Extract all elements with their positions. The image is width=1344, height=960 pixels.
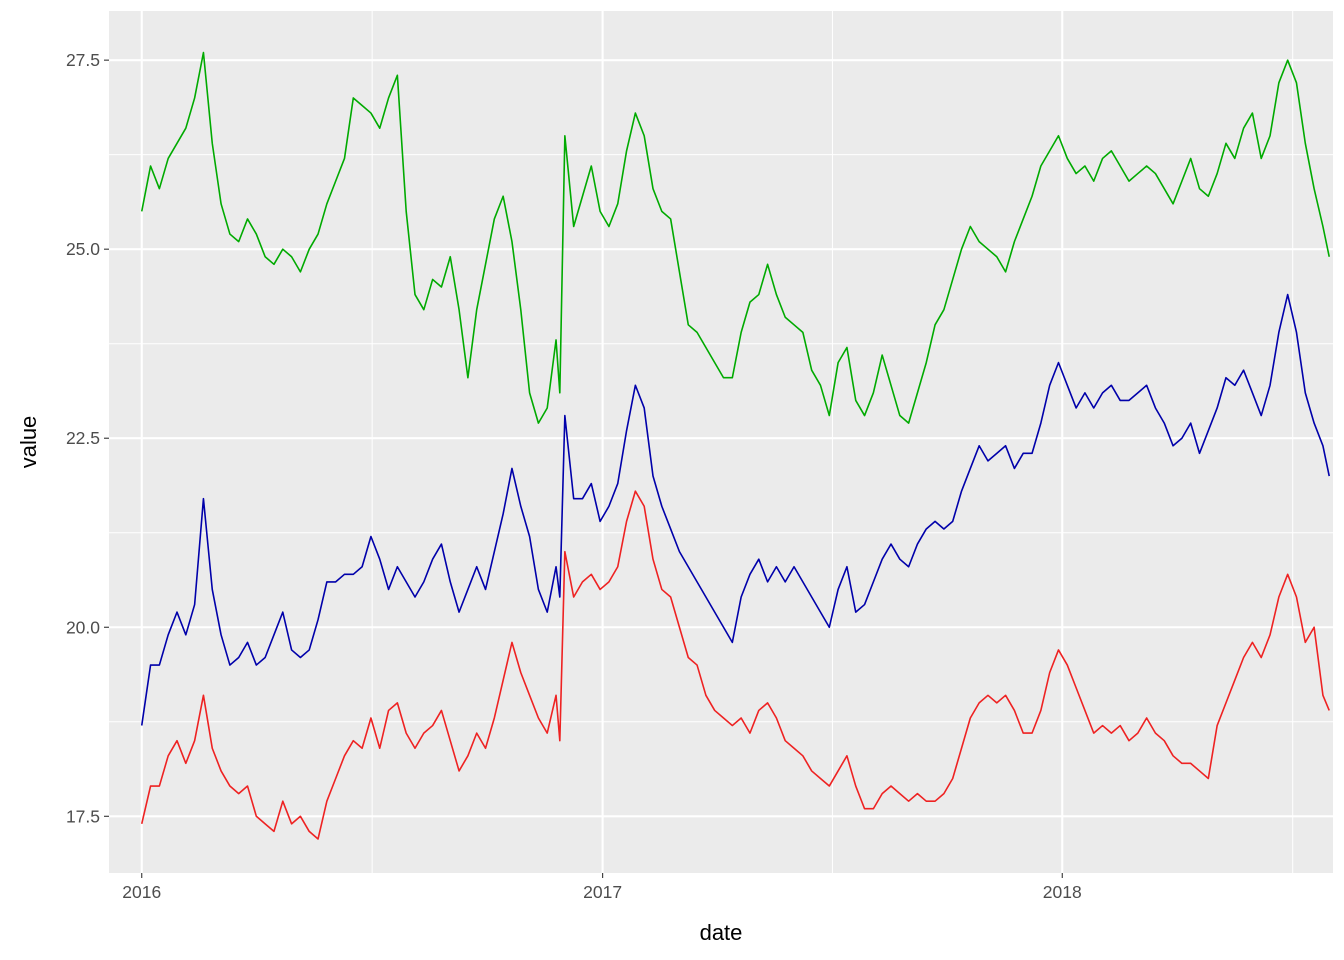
series-line-1	[140, 51, 1331, 424]
x-axis-title: date	[700, 920, 743, 945]
series-line-2	[140, 293, 1331, 726]
series-line-3	[140, 490, 1330, 840]
y-tick-label: 17.5	[66, 806, 100, 826]
minor-gridlines	[109, 11, 1333, 873]
y-tick-label: 20.0	[66, 617, 100, 637]
major-gridlines	[109, 11, 1333, 873]
series-lines	[140, 51, 1331, 840]
x-tick-label: 2017	[583, 882, 622, 902]
y-tick-label: 25.0	[66, 239, 100, 259]
y-tick-label: 27.5	[66, 50, 100, 70]
x-tick-label: 2016	[122, 882, 161, 902]
y-axis-title: value	[16, 416, 41, 469]
y-axis: 17.5 20.0 22.5 25.0 27.5	[66, 50, 109, 826]
plot-panel	[109, 11, 1333, 873]
y-tick-label: 22.5	[66, 428, 100, 448]
x-tick-label: 2018	[1043, 882, 1082, 902]
x-axis: 2016 2017 2018	[122, 873, 1082, 902]
